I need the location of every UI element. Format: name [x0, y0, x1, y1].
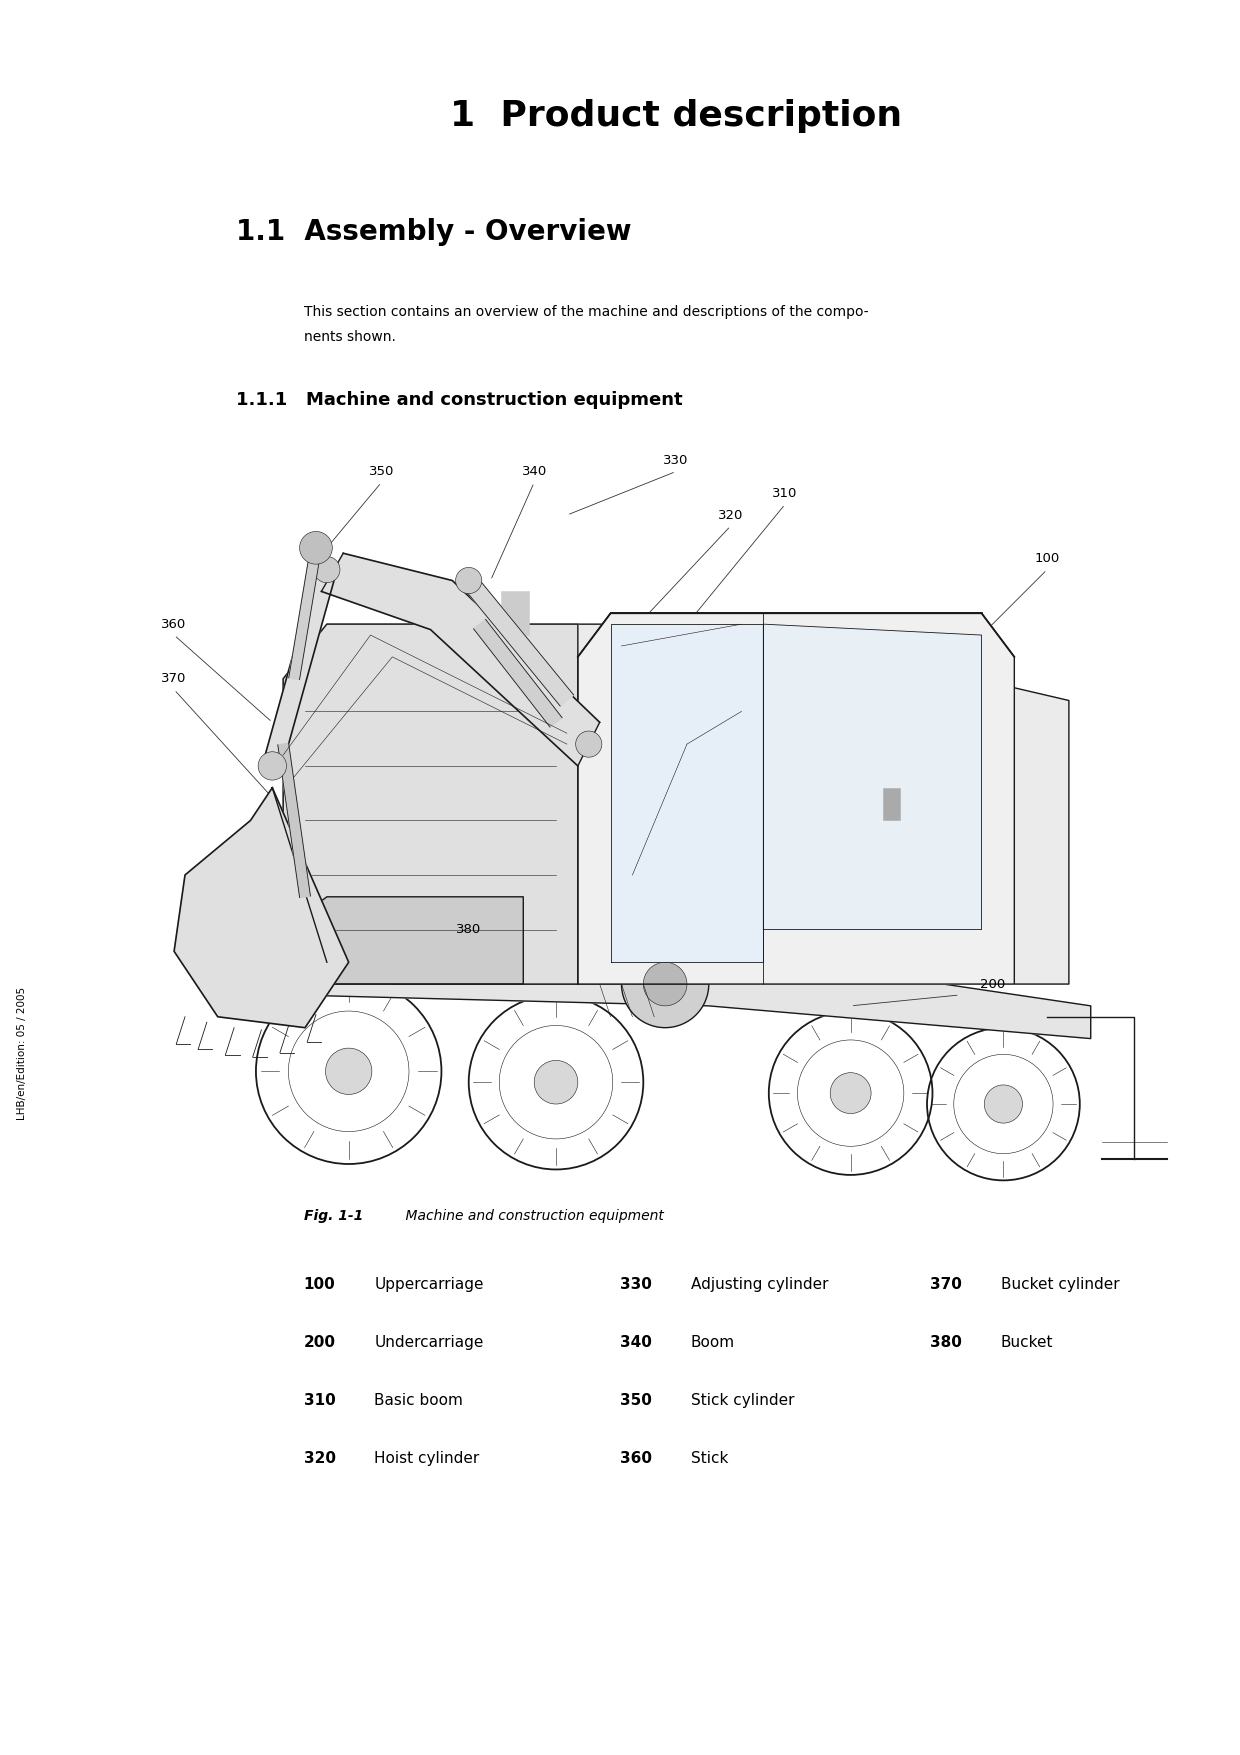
- Text: 360: 360: [161, 618, 187, 630]
- Polygon shape: [321, 553, 600, 765]
- Text: Machine and construction equipment: Machine and construction equipment: [388, 1209, 663, 1223]
- Text: Stick: Stick: [691, 1451, 728, 1465]
- Circle shape: [985, 1085, 1023, 1123]
- Text: 310: 310: [773, 486, 797, 500]
- Circle shape: [575, 732, 601, 756]
- Text: Uppercarriage: Uppercarriage: [374, 1278, 484, 1292]
- Text: 340: 340: [522, 465, 547, 477]
- Text: Basic boom: Basic boom: [374, 1393, 464, 1408]
- Circle shape: [831, 1072, 872, 1114]
- Polygon shape: [463, 576, 574, 706]
- Text: 320: 320: [718, 509, 743, 521]
- Circle shape: [621, 941, 709, 1028]
- Polygon shape: [283, 897, 523, 985]
- Polygon shape: [578, 612, 1014, 985]
- Circle shape: [300, 532, 332, 563]
- Circle shape: [326, 1048, 372, 1095]
- Text: Stick cylinder: Stick cylinder: [691, 1393, 794, 1408]
- Circle shape: [455, 567, 482, 593]
- Circle shape: [258, 751, 286, 781]
- Text: 330: 330: [663, 455, 688, 467]
- Text: 380: 380: [456, 923, 481, 935]
- Polygon shape: [764, 625, 982, 930]
- Bar: [501, 591, 528, 635]
- Text: Boom: Boom: [691, 1336, 735, 1350]
- Text: 320: 320: [304, 1451, 336, 1465]
- Text: Fig. 1-1: Fig. 1-1: [304, 1209, 363, 1223]
- Text: Undercarriage: Undercarriage: [374, 1336, 484, 1350]
- Text: 200: 200: [980, 978, 1006, 990]
- Text: 100: 100: [304, 1278, 336, 1292]
- Polygon shape: [174, 788, 348, 1028]
- Text: 350: 350: [368, 465, 394, 477]
- Text: 1.1.1   Machine and construction equipment: 1.1.1 Machine and construction equipment: [236, 391, 682, 409]
- Polygon shape: [263, 567, 336, 769]
- Bar: [883, 788, 900, 821]
- Text: Bucket: Bucket: [1001, 1336, 1053, 1350]
- Text: 330: 330: [620, 1278, 652, 1292]
- Polygon shape: [278, 744, 310, 897]
- Circle shape: [314, 556, 340, 583]
- Text: 370: 370: [930, 1278, 962, 1292]
- Text: 100: 100: [1034, 553, 1060, 565]
- Text: 360: 360: [620, 1451, 652, 1465]
- Text: Hoist cylinder: Hoist cylinder: [374, 1451, 480, 1465]
- Polygon shape: [474, 620, 562, 727]
- Polygon shape: [610, 625, 764, 962]
- Text: LHB/en/Edition: 05 / 2005: LHB/en/Edition: 05 / 2005: [17, 986, 27, 1120]
- Text: Bucket cylinder: Bucket cylinder: [1001, 1278, 1120, 1292]
- Text: 1.1  Assembly - Overview: 1.1 Assembly - Overview: [236, 218, 631, 246]
- Text: Adjusting cylinder: Adjusting cylinder: [691, 1278, 828, 1292]
- Text: This section contains an overview of the machine and descriptions of the compo-: This section contains an overview of the…: [304, 305, 868, 319]
- Text: 310: 310: [304, 1393, 336, 1408]
- Text: 350: 350: [620, 1393, 652, 1408]
- Circle shape: [644, 962, 687, 1006]
- Text: nents shown.: nents shown.: [304, 330, 396, 344]
- Text: 380: 380: [930, 1336, 962, 1350]
- Text: 370: 370: [161, 672, 187, 684]
- Text: 340: 340: [620, 1336, 652, 1350]
- Polygon shape: [289, 548, 321, 679]
- Text: 200: 200: [304, 1336, 336, 1350]
- Circle shape: [534, 1060, 578, 1104]
- Text: 1  Product description: 1 Product description: [450, 98, 901, 133]
- Polygon shape: [283, 625, 578, 985]
- Polygon shape: [283, 625, 1069, 985]
- Polygon shape: [262, 951, 1091, 1039]
